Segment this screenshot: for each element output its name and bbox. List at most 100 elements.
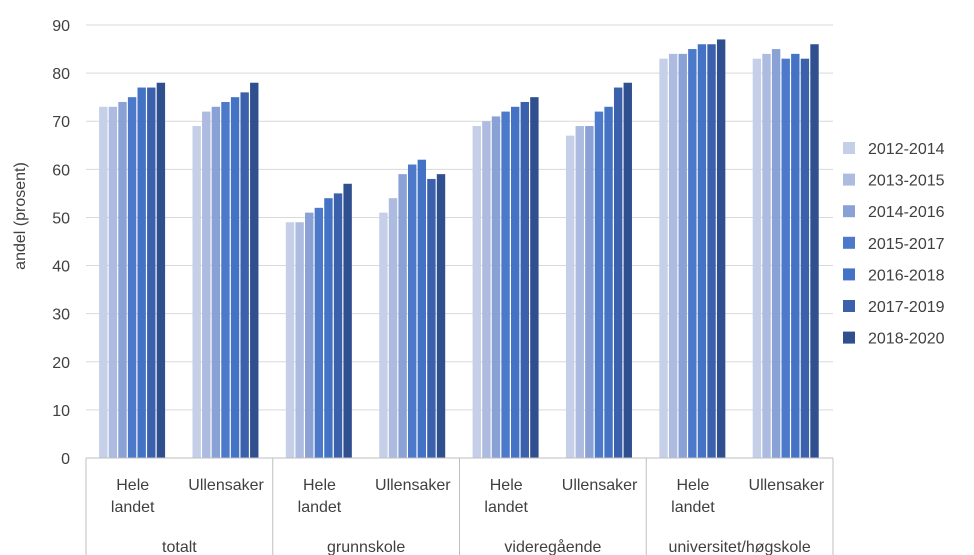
y-tick-label: 90 <box>52 18 70 35</box>
bar <box>565 135 575 458</box>
bar <box>202 111 211 458</box>
bar <box>417 159 427 458</box>
subcategory-label: Ullensaker <box>188 477 264 494</box>
y-tick-label: 0 <box>61 451 70 468</box>
bar <box>771 49 781 459</box>
axes <box>85 457 834 555</box>
bar <box>781 58 790 459</box>
subcategory-label: Ullensaker <box>375 477 451 494</box>
bar <box>314 207 324 458</box>
bar <box>520 101 529 458</box>
gridlines <box>86 24 833 411</box>
bar <box>810 44 819 458</box>
x-category-labels: Hele landet Ullensaker Hele landet Ullensaker… <box>111 477 825 555</box>
bar <box>697 44 707 458</box>
legend-label: 2014-2016 <box>868 204 945 221</box>
bar <box>613 87 623 459</box>
bar <box>604 106 613 459</box>
bar <box>250 82 259 458</box>
group-label: universitet/høgskole <box>668 539 810 555</box>
y-tick-labels: 0 10 20 30 40 50 60 70 80 90 <box>52 18 70 468</box>
bar <box>668 53 678 458</box>
bar <box>127 97 137 459</box>
legend-swatch <box>843 236 855 249</box>
bar <box>285 222 295 458</box>
legend-swatch <box>843 205 855 218</box>
bar <box>379 212 388 458</box>
legend-label: 2018-2020 <box>868 331 945 348</box>
bar <box>678 53 687 458</box>
y-axis-label: andel (prosent) <box>12 162 29 270</box>
y-tick-label: 10 <box>52 403 70 420</box>
bar <box>491 116 501 459</box>
bar <box>230 97 240 459</box>
bar <box>427 178 436 458</box>
bar <box>388 198 398 458</box>
bar <box>192 126 201 459</box>
group-label: totalt <box>162 539 197 555</box>
bar <box>305 212 314 458</box>
bar <box>108 106 118 459</box>
bar <box>594 111 604 458</box>
bar <box>118 101 127 458</box>
bar <box>482 121 491 458</box>
bar <box>211 106 221 459</box>
legend-swatch <box>843 300 855 312</box>
bar <box>137 87 146 459</box>
bar <box>530 97 539 459</box>
bar <box>436 174 446 458</box>
subcategory-label: Hele landet <box>484 477 528 516</box>
legend-swatch <box>843 173 855 186</box>
bar <box>659 58 668 459</box>
legend-label: 2017-2019 <box>868 299 945 316</box>
bar <box>791 53 800 458</box>
y-tick-label: 60 <box>52 162 70 179</box>
bar <box>575 126 584 459</box>
bar <box>501 111 510 458</box>
bar <box>752 58 762 459</box>
y-tick-label: 80 <box>52 66 70 83</box>
bar <box>510 106 520 459</box>
group-label: grunnskole <box>327 539 405 555</box>
bars <box>99 39 819 459</box>
bar <box>623 82 632 458</box>
bar <box>472 126 481 459</box>
group-label: videregående <box>504 538 601 555</box>
subcategory-label: Hele landet <box>671 477 715 516</box>
legend-label: 2013-2015 <box>868 173 945 190</box>
legend-swatch <box>843 268 855 281</box>
legend: 2012-2014 2013-2015 2014-2016 2015-2017 2016… <box>843 141 945 348</box>
y-tick-label: 50 <box>52 210 70 227</box>
y-tick-label: 20 <box>52 355 70 372</box>
bar <box>221 101 230 458</box>
bar <box>333 193 343 458</box>
bar <box>585 126 594 459</box>
bar <box>99 106 108 459</box>
bar <box>343 183 352 458</box>
subcategory-label: Hele landet <box>298 477 342 516</box>
subcategory-label: Ullensaker <box>562 477 638 494</box>
bar <box>762 53 771 458</box>
y-tick-label: 30 <box>52 307 70 324</box>
bar <box>324 198 333 458</box>
bar <box>716 39 726 458</box>
y-tick-label: 70 <box>52 114 70 131</box>
legend-swatch <box>843 142 855 154</box>
y-tick-label: 40 <box>52 259 70 276</box>
legend-label: 2012-2014 <box>868 141 945 158</box>
subcategory-label: Hele landet <box>111 477 155 516</box>
subcategory-label: Ullensaker <box>749 477 825 494</box>
bar <box>707 44 716 458</box>
bar <box>295 222 304 458</box>
legend-label: 2015-2017 <box>868 236 945 253</box>
bar <box>240 92 249 458</box>
bar <box>800 58 810 459</box>
bar <box>156 82 166 458</box>
bar <box>147 87 156 459</box>
bar <box>408 164 417 458</box>
legend-label: 2016-2018 <box>868 267 945 284</box>
legend-swatch <box>843 331 855 344</box>
bar <box>398 174 407 458</box>
bar <box>688 49 697 459</box>
